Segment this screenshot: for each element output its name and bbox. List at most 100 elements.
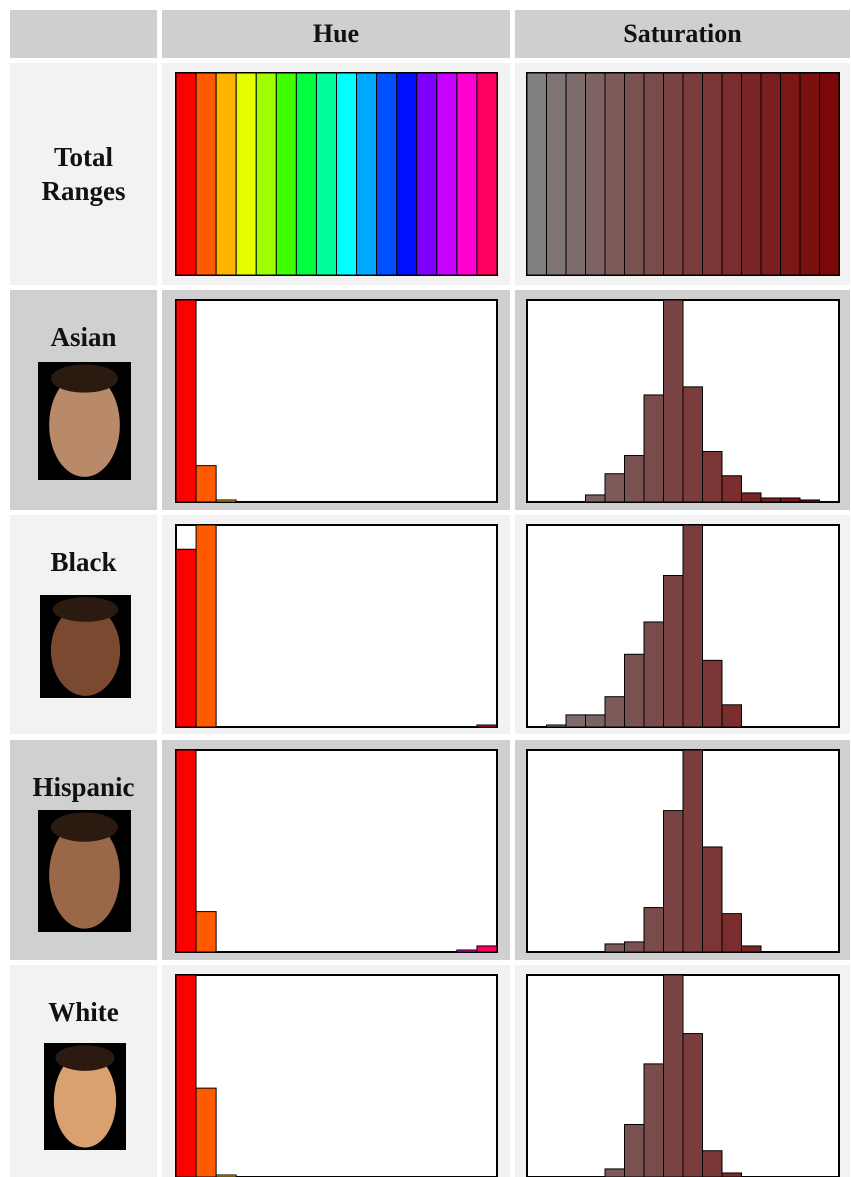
bar (800, 73, 820, 275)
bar (176, 549, 196, 727)
bar (703, 452, 723, 503)
bar (457, 950, 477, 952)
bar (276, 73, 296, 275)
hair (53, 597, 119, 622)
bar (605, 1169, 625, 1177)
hair (51, 812, 118, 841)
bar (566, 715, 586, 727)
bar (196, 912, 216, 952)
panel (176, 525, 497, 727)
face-photo (38, 810, 131, 932)
bar (664, 975, 684, 1177)
bar (457, 73, 477, 275)
panel (176, 975, 497, 1177)
bar (196, 466, 216, 502)
bar (196, 1088, 216, 1177)
bar (625, 1124, 645, 1177)
bar (742, 73, 762, 275)
bar (644, 1064, 664, 1177)
histogram (527, 300, 839, 502)
bar (196, 525, 216, 727)
row-label: Total Ranges (20, 140, 147, 208)
row-label: White (10, 995, 157, 1029)
bar (605, 944, 625, 952)
panel (176, 750, 497, 952)
bar (566, 73, 586, 275)
bar (477, 725, 497, 727)
header-cell (10, 10, 157, 58)
bar (761, 498, 781, 502)
bar (781, 73, 801, 275)
bar (625, 942, 645, 952)
bar (722, 476, 742, 502)
row-label: Hispanic (10, 770, 157, 804)
bar (644, 395, 664, 502)
row-label: Black (10, 545, 157, 579)
bar (477, 946, 497, 952)
bar (586, 495, 606, 502)
bar (417, 73, 437, 275)
hair (51, 364, 118, 392)
bar (664, 811, 684, 952)
bar (644, 622, 664, 727)
bar (605, 73, 625, 275)
bar (437, 73, 457, 275)
bar (256, 73, 276, 275)
hair (55, 1045, 114, 1071)
figure: HueSaturationTotal RangesAsianBlackHispa… (0, 0, 851, 1177)
bar (703, 73, 723, 275)
bar (625, 456, 645, 502)
histogram (527, 525, 839, 727)
bar (196, 73, 216, 275)
panel (176, 300, 497, 502)
bar (216, 73, 236, 275)
face-photo (40, 595, 131, 698)
bar (397, 73, 417, 275)
bar (337, 73, 357, 275)
bar (176, 73, 196, 275)
bar (664, 300, 684, 502)
bar (683, 73, 703, 275)
bar (625, 654, 645, 727)
histogram (527, 750, 839, 952)
bar (296, 73, 316, 275)
bar (722, 914, 742, 952)
bar (176, 975, 196, 1177)
row-label: Asian (10, 320, 157, 354)
bar (820, 73, 840, 275)
bar (547, 725, 567, 727)
bar (722, 705, 742, 727)
bar (781, 498, 801, 502)
column-header: Saturation (515, 19, 850, 49)
histogram (176, 73, 497, 275)
bar (547, 73, 567, 275)
histogram (176, 750, 497, 952)
bar (722, 1173, 742, 1177)
bar (683, 750, 703, 952)
histogram (527, 73, 839, 275)
bar (357, 73, 377, 275)
bar (586, 715, 606, 727)
bar (722, 73, 742, 275)
bar (176, 750, 196, 952)
histogram (176, 300, 497, 502)
bar (683, 387, 703, 502)
bar (377, 73, 397, 275)
bar (683, 1034, 703, 1177)
bar (742, 493, 762, 502)
histogram (527, 975, 839, 1177)
bar (703, 1151, 723, 1177)
histogram (176, 525, 497, 727)
bar (625, 73, 645, 275)
bar (176, 300, 196, 502)
bar (683, 525, 703, 727)
bar (605, 474, 625, 502)
bar (644, 908, 664, 952)
bar (761, 73, 781, 275)
histogram (176, 975, 497, 1177)
bar (664, 73, 684, 275)
bar (800, 500, 820, 502)
bar (316, 73, 336, 275)
bar (527, 73, 547, 275)
face-photo (38, 362, 131, 480)
